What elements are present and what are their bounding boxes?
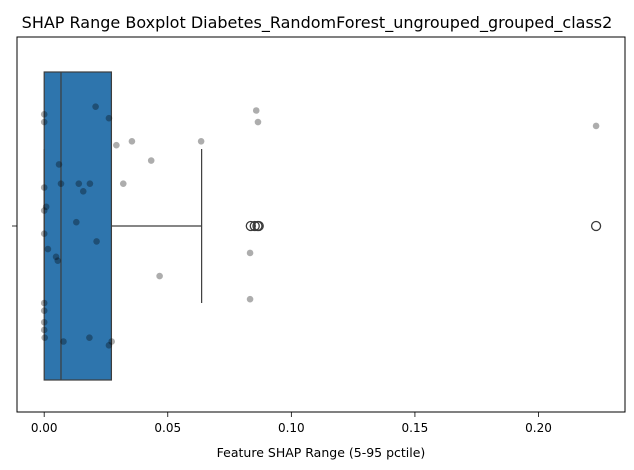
axes-frame [16,36,626,413]
strip-point [60,338,67,345]
strip-point [40,230,48,237]
strip-point [40,307,48,315]
strip-point [40,207,48,214]
strip-point [40,299,48,307]
strip-point [40,118,48,126]
box-iqr [43,71,113,381]
strip-point [73,218,80,226]
strip-point [92,103,99,110]
outlier-point [249,220,260,232]
x-tick-label: 0.10 [278,421,305,435]
strip-point [105,114,113,122]
strip-point [252,107,260,114]
strip-point [246,295,254,303]
strip-point [246,249,254,257]
strip-point [40,326,48,334]
strip-point [197,138,205,145]
strip-point [57,180,65,187]
strip-point [147,157,155,164]
strip-point [44,245,52,253]
strip-point [52,253,60,261]
x-tick-label: 0.15 [402,421,429,435]
x-tick-label: 0.00 [31,421,58,435]
strip-point [119,180,127,187]
plot-area [40,71,602,381]
outlier-point [253,220,264,232]
strip-point [75,180,83,187]
strip-point [592,122,600,130]
chart-title: SHAP Range Boxplot Diabetes_RandomForest… [22,13,613,33]
x-tick-label: 0.05 [154,421,181,435]
strip-point [79,188,87,195]
x-axis-label: Feature SHAP Range (5-95 pctile) [217,445,426,460]
strip-point [86,180,94,187]
strip-point [55,161,63,168]
strip-point [40,111,48,118]
strip-point [40,318,48,326]
x-tick-label: 0.20 [525,421,552,435]
strip-point [156,272,163,280]
outlier-point [245,220,256,232]
strip-point [40,184,48,191]
strip-point [54,257,62,264]
strip-point [113,141,120,149]
strip-point [105,342,113,349]
strip-point [86,334,93,341]
outlier-point [590,220,602,232]
strip-point [41,334,48,341]
strip-point [128,138,136,145]
strip-point [93,238,100,245]
x-axis-ticks: 0.00 0.05 0.10 0.15 0.20 [31,412,552,435]
strip-point [108,338,115,345]
strip-point [254,118,262,126]
strip-point [42,203,50,211]
